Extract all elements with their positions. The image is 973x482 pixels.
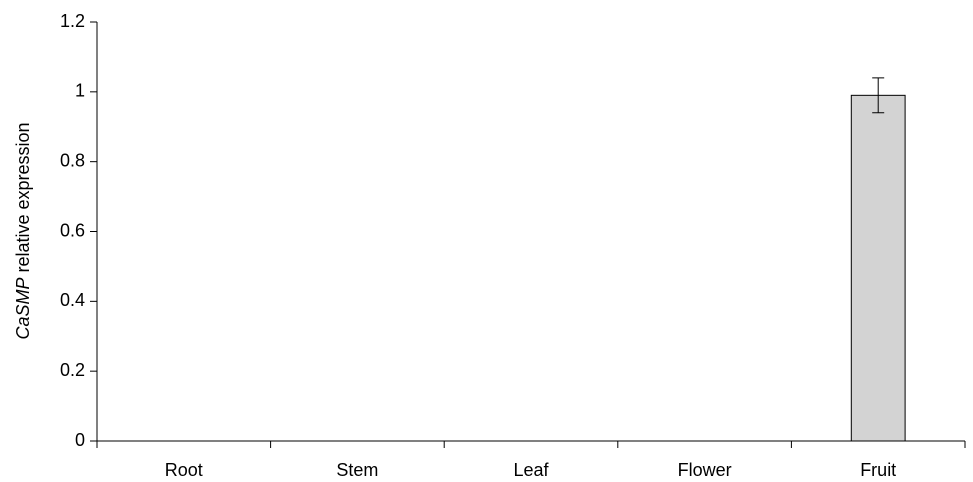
y-tick-label: 0.6 bbox=[60, 220, 85, 240]
y-tick-label: 0.2 bbox=[60, 360, 85, 380]
y-tick-label: 0.8 bbox=[60, 150, 85, 170]
y-axis-label: CaSMP relative expression bbox=[13, 122, 33, 339]
y-tick-label: 1.2 bbox=[60, 11, 85, 31]
x-tick-label: Stem bbox=[336, 460, 378, 480]
x-tick-label: Fruit bbox=[860, 460, 896, 480]
y-tick-label: 0.4 bbox=[60, 290, 85, 310]
y-label-rest: relative expression bbox=[13, 122, 33, 272]
x-tick-label: Root bbox=[165, 460, 203, 480]
x-tick-label: Flower bbox=[678, 460, 732, 480]
error-bar bbox=[872, 77, 885, 114]
bar bbox=[850, 94, 906, 442]
y-label-italic: CaSMP bbox=[13, 278, 33, 340]
y-tick-label: 0 bbox=[75, 430, 85, 450]
x-tick-label: Leaf bbox=[513, 460, 549, 480]
y-tick-label: 1 bbox=[75, 81, 85, 101]
